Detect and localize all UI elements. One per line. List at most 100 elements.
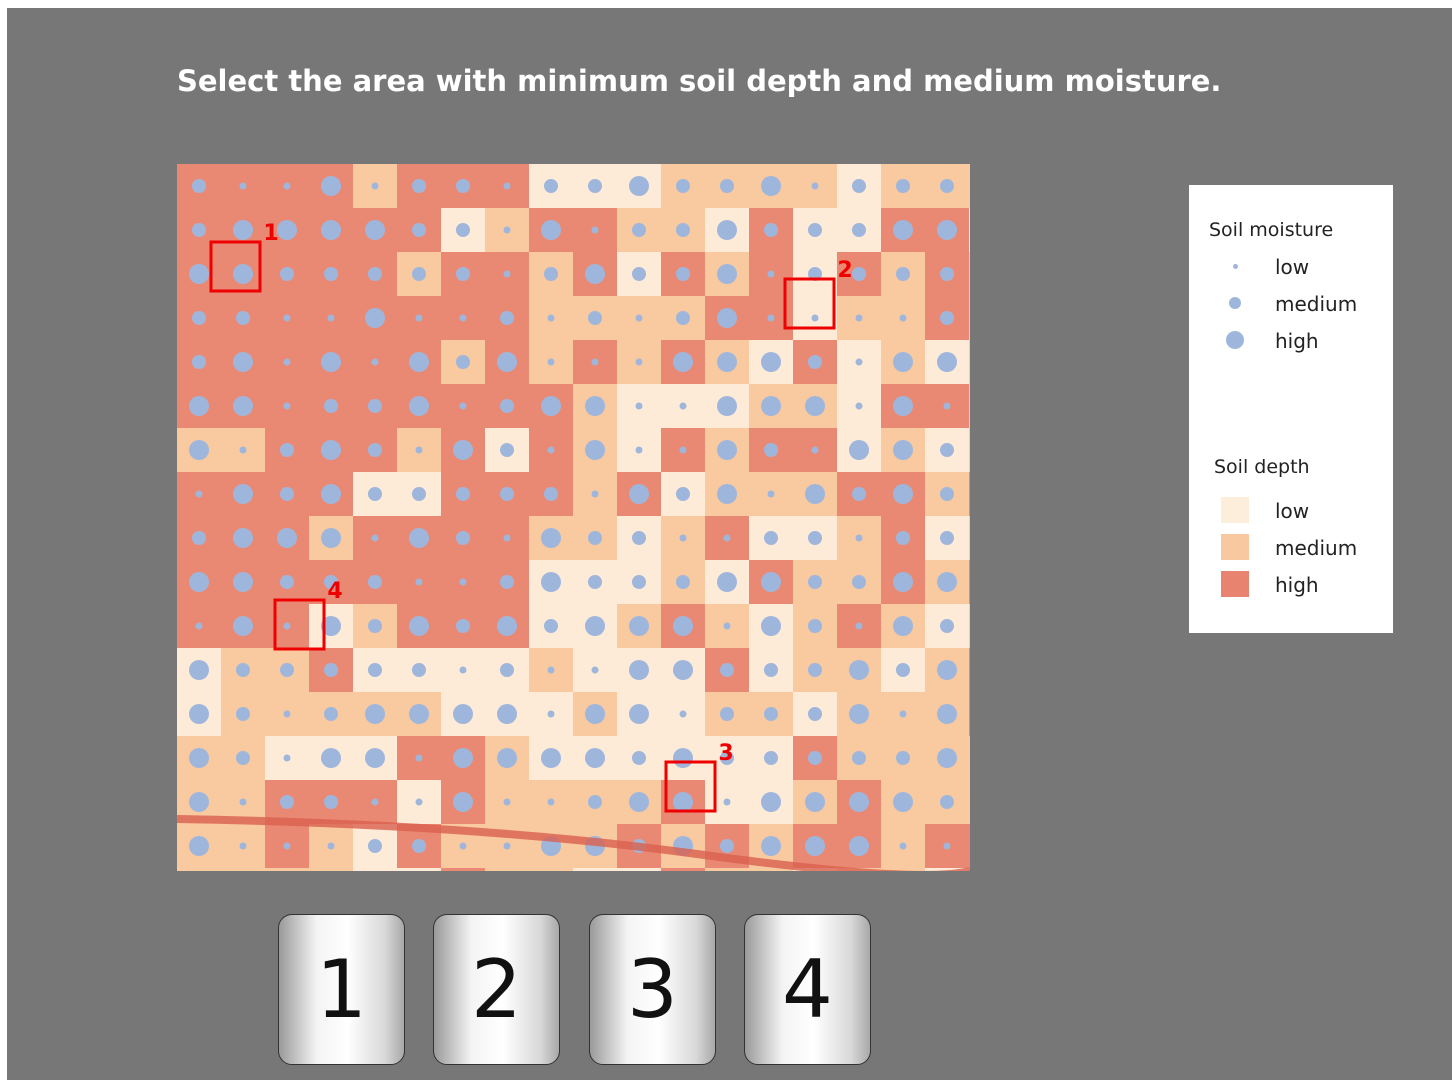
soil-cell bbox=[397, 868, 441, 871]
answer-button[interactable]: 1 bbox=[278, 914, 405, 1065]
moisture-dot bbox=[283, 842, 291, 850]
answer-button[interactable]: 3 bbox=[589, 914, 716, 1065]
moisture-dot bbox=[717, 484, 737, 504]
moisture-dot bbox=[764, 751, 778, 765]
moisture-dot bbox=[324, 707, 338, 721]
moisture-dot bbox=[233, 264, 253, 284]
moisture-dot bbox=[283, 754, 291, 762]
soil-cell bbox=[573, 868, 617, 871]
moisture-dot bbox=[368, 267, 382, 281]
soil-cell bbox=[969, 736, 970, 780]
moisture-dot bbox=[679, 402, 687, 410]
moisture-dot bbox=[761, 396, 781, 416]
legend-label: high bbox=[1275, 329, 1319, 353]
legend-dot bbox=[1233, 264, 1238, 269]
moisture-dot bbox=[893, 792, 913, 812]
moisture-dot bbox=[283, 402, 291, 410]
moisture-dot bbox=[233, 352, 253, 372]
moisture-dot bbox=[855, 622, 863, 630]
moisture-dot bbox=[585, 440, 605, 460]
moisture-dot bbox=[192, 223, 206, 237]
moisture-dot bbox=[585, 264, 605, 284]
moisture-dot bbox=[500, 311, 514, 325]
moisture-dot bbox=[415, 578, 423, 586]
moisture-dot bbox=[497, 748, 517, 768]
moisture-dot bbox=[497, 704, 517, 724]
legend-label: medium bbox=[1275, 292, 1358, 316]
moisture-dot bbox=[717, 352, 737, 372]
moisture-dot bbox=[720, 707, 734, 721]
legend: Soil moisture low medium high Soil depth… bbox=[1189, 185, 1393, 633]
moisture-dot bbox=[940, 267, 954, 281]
moisture-dot bbox=[500, 663, 514, 677]
moisture-dot bbox=[541, 396, 561, 416]
moisture-dot bbox=[849, 440, 869, 460]
moisture-dot bbox=[852, 179, 866, 193]
moisture-dot bbox=[764, 531, 778, 545]
soil-cell bbox=[969, 296, 970, 340]
moisture-dot bbox=[717, 440, 737, 460]
area-box bbox=[664, 760, 717, 813]
moisture-dot bbox=[676, 487, 690, 501]
moisture-dot bbox=[849, 836, 869, 856]
moisture-dot bbox=[544, 267, 558, 281]
moisture-dot bbox=[723, 534, 731, 542]
soil-cell bbox=[969, 560, 970, 604]
moisture-dot bbox=[629, 484, 649, 504]
moisture-dot bbox=[673, 792, 693, 812]
moisture-dot bbox=[321, 352, 341, 372]
moisture-dot bbox=[761, 836, 781, 856]
moisture-dot bbox=[720, 839, 734, 853]
moisture-dot bbox=[365, 308, 385, 328]
moisture-dot bbox=[189, 264, 209, 284]
moisture-dot bbox=[676, 267, 690, 281]
moisture-dot bbox=[456, 355, 470, 369]
moisture-dot bbox=[459, 578, 467, 586]
answer-button[interactable]: 4 bbox=[744, 914, 871, 1065]
moisture-dot bbox=[588, 179, 602, 193]
moisture-dot bbox=[321, 748, 341, 768]
moisture-dot bbox=[409, 528, 429, 548]
moisture-dot bbox=[192, 355, 206, 369]
moisture-dot bbox=[808, 619, 822, 633]
moisture-dot bbox=[591, 490, 599, 498]
soil-cell bbox=[969, 692, 970, 736]
moisture-dot bbox=[368, 487, 382, 501]
soil-cell bbox=[705, 868, 749, 871]
moisture-dot bbox=[409, 616, 429, 636]
moisture-dot bbox=[896, 179, 910, 193]
moisture-dot bbox=[412, 839, 426, 853]
moisture-dot bbox=[808, 751, 822, 765]
moisture-dot bbox=[855, 534, 863, 542]
soil-cell bbox=[881, 868, 925, 871]
moisture-dot bbox=[720, 751, 734, 765]
moisture-dot bbox=[676, 179, 690, 193]
moisture-dot bbox=[893, 484, 913, 504]
moisture-dot bbox=[371, 182, 379, 190]
moisture-dot bbox=[940, 179, 954, 193]
moisture-dot bbox=[453, 440, 473, 460]
moisture-dot bbox=[236, 663, 250, 677]
moisture-dot bbox=[943, 402, 951, 410]
moisture-dot bbox=[500, 399, 514, 413]
moisture-dot bbox=[409, 704, 429, 724]
moisture-dot bbox=[632, 751, 646, 765]
moisture-dot bbox=[547, 798, 555, 806]
moisture-dot bbox=[283, 710, 291, 718]
moisture-dot bbox=[324, 795, 338, 809]
moisture-dot bbox=[808, 707, 822, 721]
moisture-dot bbox=[723, 798, 731, 806]
moisture-dot bbox=[937, 220, 957, 240]
moisture-dot bbox=[503, 226, 511, 234]
moisture-dot bbox=[764, 443, 778, 457]
soil-cell bbox=[969, 428, 970, 472]
moisture-dot bbox=[852, 487, 866, 501]
area-label: 4 bbox=[327, 579, 342, 604]
area-box bbox=[209, 240, 262, 293]
moisture-dot bbox=[629, 616, 649, 636]
moisture-dot bbox=[412, 179, 426, 193]
moisture-dot bbox=[808, 663, 822, 677]
moisture-dot bbox=[189, 440, 209, 460]
answer-button[interactable]: 2 bbox=[433, 914, 560, 1065]
moisture-dot bbox=[893, 440, 913, 460]
